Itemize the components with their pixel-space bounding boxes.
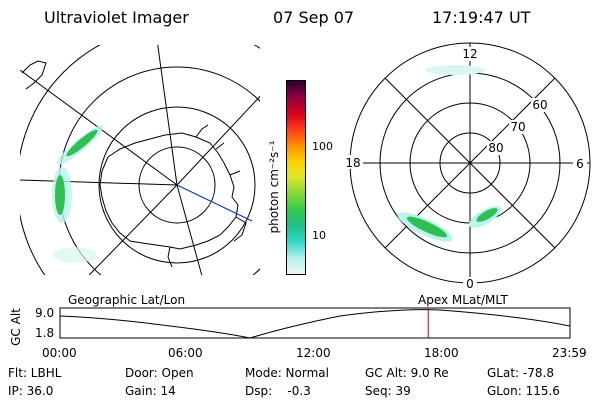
- continent-outline: [21, 60, 47, 90]
- colorbar-unit-label: photon cm⁻²s⁻¹: [267, 140, 281, 234]
- ip-info: IP: 36.0: [8, 384, 54, 398]
- gc-alt-info: GC Alt: 9.0 Re: [365, 366, 449, 380]
- seq-info: Seq: 39: [365, 384, 411, 398]
- altitude-curve: [59, 309, 571, 339]
- lat-label-70: 70: [510, 120, 525, 134]
- x-tick-2359: 23:59: [552, 346, 587, 360]
- date-label: 07 Sep 07: [273, 8, 355, 27]
- aurora-emission: [52, 125, 104, 263]
- continent-outline: [99, 132, 239, 250]
- lat-circle: [138, 146, 216, 224]
- y-tick-9: 9.0: [35, 306, 55, 320]
- lat-circle: [98, 106, 256, 264]
- magnetic-polar-plot: 12 6 0 18 60 70 80: [343, 42, 591, 291]
- door-info: Door: Open: [125, 366, 194, 380]
- colorbar: [286, 80, 306, 275]
- meridian-line: [176, 95, 260, 186]
- geographic-map-panel: [20, 45, 260, 275]
- y-tick-1-8: 1.8: [35, 326, 55, 340]
- instrument-title: Ultraviolet Imager: [44, 8, 189, 27]
- filter-info: Flt: LBHL: [8, 366, 62, 380]
- mlt-label-bottom: 0: [466, 277, 474, 291]
- x-tick-1200: 12:00: [296, 346, 331, 360]
- timeline-y-axis-label: GC Alt: [9, 308, 23, 346]
- dsp-info: Dsp: -0.3: [245, 384, 311, 398]
- meridian-line: [88, 184, 178, 275]
- altitude-timeline: [59, 307, 571, 339]
- lat-label-60: 60: [532, 98, 547, 112]
- x-tick-0600: 06:00: [168, 346, 203, 360]
- x-tick-0000: 00:00: [42, 346, 77, 360]
- coastline-detail: [167, 124, 247, 268]
- lat-label-80: 80: [488, 141, 503, 155]
- geographic-label: Geographic Lat/Lon: [68, 293, 186, 307]
- meridian-line: [157, 45, 178, 186]
- meridian-line: [176, 184, 203, 275]
- polar-aurora-emission: [397, 65, 501, 242]
- sun-direction-line: [176, 184, 253, 222]
- x-tick-1800: 18:00: [424, 346, 459, 360]
- mlt-label-right: 6: [576, 157, 584, 171]
- meridian-line: [20, 179, 178, 186]
- mlt-label-left: 18: [345, 156, 360, 170]
- glon-info: GLon: 115.6: [487, 384, 560, 398]
- mlt-label-top: 12: [462, 47, 477, 61]
- colorbar-tick-10: 10: [312, 229, 326, 242]
- time-label: 17:19:47 UT: [432, 8, 531, 27]
- glat-info: GLat: -78.8: [487, 366, 554, 380]
- mode-info: Mode: Normal: [245, 366, 329, 380]
- gain-info: Gain: 14: [125, 384, 176, 398]
- timeline-frame: [59, 307, 571, 339]
- apex-label: Apex MLat/MLT: [418, 293, 508, 307]
- colorbar-tick-100: 100: [312, 140, 333, 153]
